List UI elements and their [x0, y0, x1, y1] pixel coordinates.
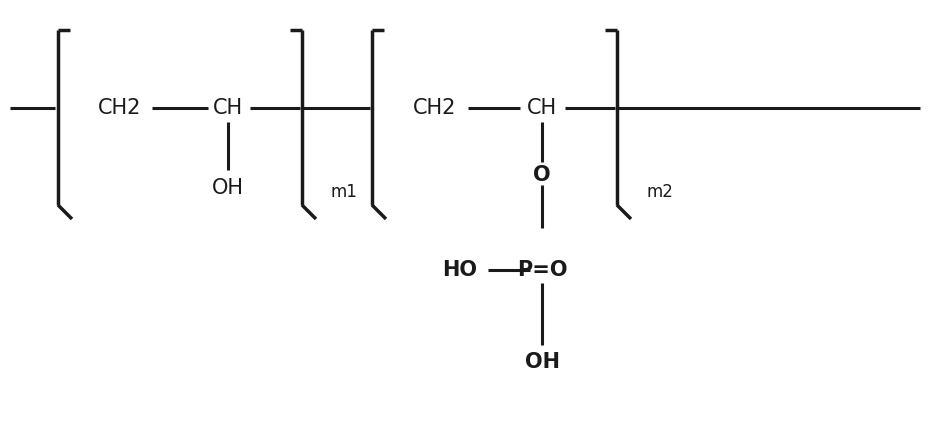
Text: m1: m1 [331, 183, 357, 201]
Text: CH2: CH2 [414, 98, 457, 118]
Text: m2: m2 [647, 183, 673, 201]
Text: OH: OH [212, 178, 244, 198]
Text: O: O [533, 165, 551, 185]
Text: CH: CH [527, 98, 557, 118]
Text: HO: HO [443, 260, 478, 280]
Text: P=O: P=O [517, 260, 567, 280]
Text: OH: OH [525, 352, 559, 372]
Text: CH: CH [213, 98, 243, 118]
Text: CH2: CH2 [99, 98, 142, 118]
